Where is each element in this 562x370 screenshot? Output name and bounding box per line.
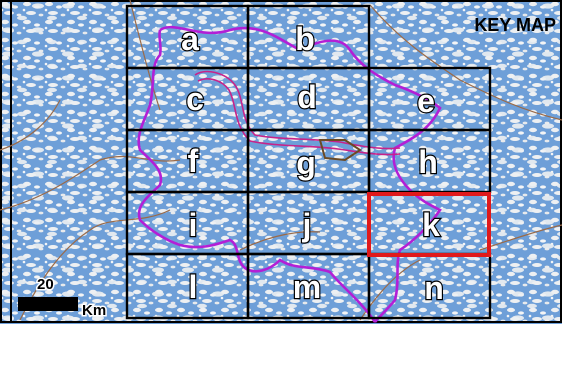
scale-unit: Km (82, 302, 106, 319)
map-frame (0, 0, 562, 323)
grid-label-d: d (297, 79, 317, 115)
brown-feature (318, 139, 362, 162)
scale-value: 20 (37, 276, 54, 293)
grid-label-a: a (181, 21, 199, 57)
map-title: KEY MAP (474, 15, 556, 35)
grid-label-h: h (418, 144, 438, 180)
grid-label-g: g (296, 145, 316, 181)
grid-label-k: k (422, 207, 440, 243)
river (194, 70, 401, 156)
highlighted-cell-k (367, 192, 491, 257)
grid-label-l: l (189, 269, 198, 305)
region-boundary (137, 25, 442, 323)
grid-label-n: n (424, 270, 444, 306)
grid-label-i: i (189, 207, 198, 243)
scale-bar-segment (18, 297, 78, 311)
grid-label-e: e (417, 83, 435, 119)
grid-label-c: c (186, 81, 204, 117)
grid-label-m: m (293, 269, 321, 305)
key-map: a b c d e f g h i j k l m n KEY MAP 20 K… (0, 0, 562, 324)
grid-label-b: b (295, 21, 315, 57)
scale-bar: 20 Km (18, 275, 108, 321)
grid-label-j: j (302, 207, 312, 243)
grid-label-f: f (188, 143, 199, 179)
